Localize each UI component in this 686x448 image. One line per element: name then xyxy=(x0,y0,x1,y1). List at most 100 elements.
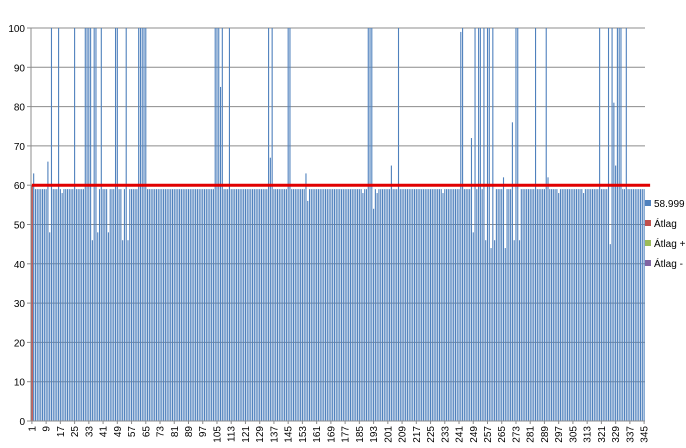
bar-221 xyxy=(422,189,424,421)
bar-14 xyxy=(54,189,56,421)
bar-38 xyxy=(97,232,99,421)
bar-305 xyxy=(572,189,574,421)
bar-70 xyxy=(154,189,156,421)
bar-209 xyxy=(401,189,403,421)
bar-137 xyxy=(273,189,275,421)
bar-136 xyxy=(271,28,273,421)
x-tick-label-169: 169 xyxy=(326,426,337,443)
bar-104 xyxy=(214,28,216,421)
bar-129 xyxy=(259,189,261,421)
bar-96 xyxy=(200,189,202,421)
bar-144 xyxy=(285,189,287,421)
bar-49 xyxy=(116,28,118,421)
bar-204 xyxy=(392,189,394,421)
bar-333 xyxy=(622,189,624,421)
bar-248 xyxy=(470,138,473,422)
bar-259 xyxy=(490,248,492,421)
bar-281 xyxy=(529,189,531,421)
bar-270 xyxy=(510,189,512,421)
x-tick-label-337: 337 xyxy=(625,426,636,443)
bar-45 xyxy=(109,189,111,421)
y-tick-label-10: 10 xyxy=(14,378,26,389)
bar-185 xyxy=(358,189,360,421)
legend-label-3: Átlag - xyxy=(654,257,683,270)
bar-308 xyxy=(577,189,579,421)
bar-328 xyxy=(613,102,615,422)
bar-245 xyxy=(465,189,467,421)
x-tick-label-17: 17 xyxy=(56,426,67,438)
bar-175 xyxy=(341,189,343,421)
bar-28 xyxy=(79,189,81,421)
y-tick-label-50: 50 xyxy=(14,221,26,232)
bar-101 xyxy=(209,189,211,421)
bar-102 xyxy=(211,189,213,421)
bar-59 xyxy=(134,189,136,421)
bar-171 xyxy=(333,189,335,421)
legend-swatch-3 xyxy=(645,260,651,266)
bar-6 xyxy=(40,189,42,421)
bar-340 xyxy=(634,189,636,421)
bar-37 xyxy=(95,28,97,421)
bar-210 xyxy=(403,189,405,421)
bar-334 xyxy=(623,189,626,421)
bar-219 xyxy=(419,189,421,421)
bar-274 xyxy=(517,28,519,421)
bar-7 xyxy=(42,189,44,421)
bar-222 xyxy=(424,189,426,421)
bar-126 xyxy=(253,189,255,421)
bar-197 xyxy=(380,189,382,421)
bar-290 xyxy=(545,28,547,421)
bar-92 xyxy=(193,189,195,421)
bar-47 xyxy=(113,189,115,421)
bar-147 xyxy=(291,189,293,421)
bar-293 xyxy=(551,189,553,421)
bar-26 xyxy=(75,189,77,421)
bar-182 xyxy=(353,189,355,421)
x-tick-label-193: 193 xyxy=(369,426,380,443)
bar-262 xyxy=(495,189,497,421)
bar-5 xyxy=(38,189,40,421)
x-tick-label-57: 57 xyxy=(127,426,138,438)
x-tick-label-329: 329 xyxy=(611,426,622,443)
bar-142 xyxy=(282,189,284,421)
bar-151 xyxy=(298,189,300,421)
bar-218 xyxy=(417,189,419,421)
bar-40 xyxy=(100,28,102,421)
bar-314 xyxy=(588,189,590,421)
bar-94 xyxy=(196,189,198,421)
bar-272 xyxy=(513,240,515,421)
y-tick-label-20: 20 xyxy=(14,338,26,349)
bar-95 xyxy=(198,189,200,421)
bar-273 xyxy=(515,28,517,421)
bar-312 xyxy=(584,189,586,421)
bar-158 xyxy=(310,189,312,421)
bar-254 xyxy=(481,189,483,421)
bar-200 xyxy=(385,189,387,421)
y-tick-label-40: 40 xyxy=(14,260,26,271)
bar-241 xyxy=(458,189,460,421)
bar-25 xyxy=(74,28,76,421)
x-tick-label-33: 33 xyxy=(84,426,95,438)
bar-285 xyxy=(536,189,538,421)
bar-153 xyxy=(301,189,303,421)
bar-251 xyxy=(476,189,478,421)
x-tick-label-89: 89 xyxy=(184,426,195,438)
bar-16 xyxy=(58,28,60,421)
bar-324 xyxy=(606,189,608,421)
bar-242 xyxy=(460,31,462,422)
bar-320 xyxy=(599,28,601,421)
bar-77 xyxy=(166,189,168,421)
bar-112 xyxy=(228,28,230,421)
average-line-layer xyxy=(30,183,651,421)
bar-164 xyxy=(321,189,323,421)
bar-32 xyxy=(86,28,88,421)
bar-145 xyxy=(287,28,289,421)
bar-298 xyxy=(559,189,562,421)
x-tick-label-265: 265 xyxy=(497,426,508,443)
bar-22 xyxy=(68,189,70,421)
x-tick-label-185: 185 xyxy=(355,426,366,443)
bar-188 xyxy=(364,189,366,421)
bar-99 xyxy=(205,189,207,421)
x-tick-label-241: 241 xyxy=(455,426,466,443)
